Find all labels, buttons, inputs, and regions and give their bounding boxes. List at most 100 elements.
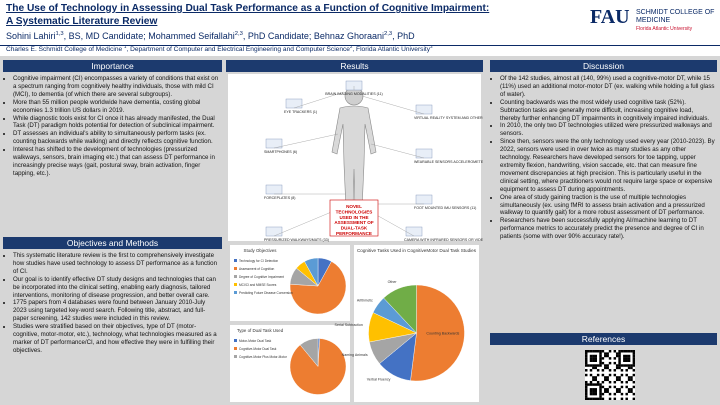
- qr-module: [587, 383, 590, 386]
- qr-module: [615, 364, 619, 367]
- pie-slice: [289, 261, 347, 315]
- qr-module: [606, 378, 609, 382]
- center-box: NOVEL TECHNOLOGIES USED IN THE ASSESSMENT O…: [329, 199, 379, 237]
- qr-module: [599, 361, 602, 365]
- pie-slice: [304, 257, 319, 287]
- qr-module: [623, 357, 626, 360]
- figure-label: FOOT MOUNTED IMU SENSORS (11): [414, 206, 476, 210]
- qr-module: [630, 390, 633, 393]
- connector: [273, 133, 339, 149]
- qr-module: [594, 350, 598, 353]
- affiliation-sup: 3: [430, 43, 433, 49]
- qr-module: [623, 354, 626, 358]
- qr-module: [606, 366, 609, 370]
- qr-module: [585, 361, 588, 365]
- bullet: Cognitive impairment (CI) encompasses a …: [13, 75, 220, 99]
- author-name: Sohini Lahiri: [6, 31, 56, 41]
- author-name: Mohammed Seifallahi: [148, 31, 235, 41]
- qr-module: [606, 364, 609, 367]
- affiliation-text: , Florida Atlantic University: [352, 46, 431, 53]
- qr-module: [632, 369, 635, 372]
- qr-module: [596, 350, 600, 353]
- qr-module: [627, 390, 631, 393]
- qr-module: [606, 354, 609, 358]
- qr-module: [613, 380, 617, 384]
- qr-module: [618, 388, 621, 391]
- qr-module: [596, 369, 600, 372]
- qr-module: [589, 369, 593, 372]
- slice-label: Naming Animals: [342, 353, 368, 357]
- qr-module: [594, 392, 598, 396]
- qr-module: [589, 364, 593, 367]
- qr-module: [608, 361, 612, 365]
- qr-module: [620, 397, 624, 400]
- qr-module: [585, 359, 588, 363]
- legend-label: Motor-Motor Dual Task: [239, 339, 272, 343]
- human-body: [331, 105, 377, 210]
- affiliation-sup: 1: [124, 43, 127, 49]
- slice-label: Verbal Fluency: [367, 377, 391, 381]
- qr-module: [620, 350, 624, 353]
- qr-module: [608, 385, 612, 389]
- qr-module: [585, 385, 588, 389]
- qr-module: [599, 359, 602, 363]
- figure-label: VIRTUAL REALITY SYSTEM AND OTHERS (4): [414, 116, 483, 120]
- legend-swatch: [234, 355, 237, 358]
- qr-module: [592, 350, 595, 353]
- qr-module: [620, 364, 624, 367]
- affiliation-text: , Department of Computer and Electrical …: [126, 46, 350, 53]
- qr-module: [625, 354, 628, 358]
- qr-module: [613, 385, 617, 389]
- qr-module: [632, 385, 635, 389]
- figure-label: BRAIN IMAGING MODALITIES (11): [325, 92, 382, 96]
- chart-title: Type of Dual Task Used: [237, 328, 284, 333]
- qr-module: [627, 376, 631, 379]
- affiliation-sup: 2: [349, 43, 353, 49]
- slice-label: Serial Subtraction: [335, 323, 363, 327]
- qr-module: [618, 354, 621, 358]
- qr-module: [630, 364, 633, 367]
- bullet: DT assesses an individual's ability to s…: [13, 130, 220, 146]
- section-heading: Discussion: [490, 60, 717, 72]
- qr-module: [599, 354, 602, 358]
- qr-module: [620, 392, 624, 396]
- qr-module: [599, 392, 602, 396]
- qr-module: [594, 376, 598, 379]
- qr-module: [615, 378, 619, 382]
- qr-module: [618, 376, 621, 379]
- qr-module: [618, 366, 621, 370]
- qr-module: [589, 397, 593, 400]
- qr-module: [601, 385, 605, 389]
- bullet-list: Cognitive impairment (CI) encompasses a …: [3, 75, 220, 178]
- qr-module: [623, 359, 626, 363]
- qr-module: [625, 385, 628, 389]
- qr-module: [613, 350, 617, 353]
- qr-module: [594, 378, 598, 382]
- qr-module: [615, 366, 619, 370]
- author-role: , PhD: [392, 31, 415, 41]
- qr-module: [632, 352, 635, 355]
- qr-module: [601, 361, 605, 365]
- qr-module: [615, 354, 619, 358]
- qr-module: [632, 380, 635, 384]
- logo-college: SCHMIDT COLLEGE OF MEDICINE: [636, 9, 715, 24]
- legend-label: Cognitive-Motor Plus Motor-Motor: [239, 355, 288, 359]
- qr-module: [587, 350, 590, 353]
- qr-module: [618, 352, 621, 355]
- icon: [415, 104, 433, 115]
- section-heading: Objectives and Methods: [3, 237, 222, 249]
- qr-module: [606, 376, 609, 379]
- legend-label: Cognitive-Motor Dual Task: [239, 347, 277, 351]
- legend-swatch: [234, 291, 237, 294]
- figure-label: CAMERA WITH INFRARED SENSORS OR VIDEO PR…: [404, 238, 483, 242]
- qr-module: [625, 392, 628, 396]
- qr-module: [589, 357, 593, 360]
- qr-module: [594, 388, 598, 391]
- qr-module: [618, 359, 621, 363]
- bullet: Studies were stratified based on their o…: [13, 323, 220, 355]
- qr-module: [604, 378, 607, 382]
- qr-module: [585, 380, 588, 384]
- qr-module: [601, 392, 605, 396]
- qr-module: [627, 350, 631, 353]
- connector: [293, 91, 345, 109]
